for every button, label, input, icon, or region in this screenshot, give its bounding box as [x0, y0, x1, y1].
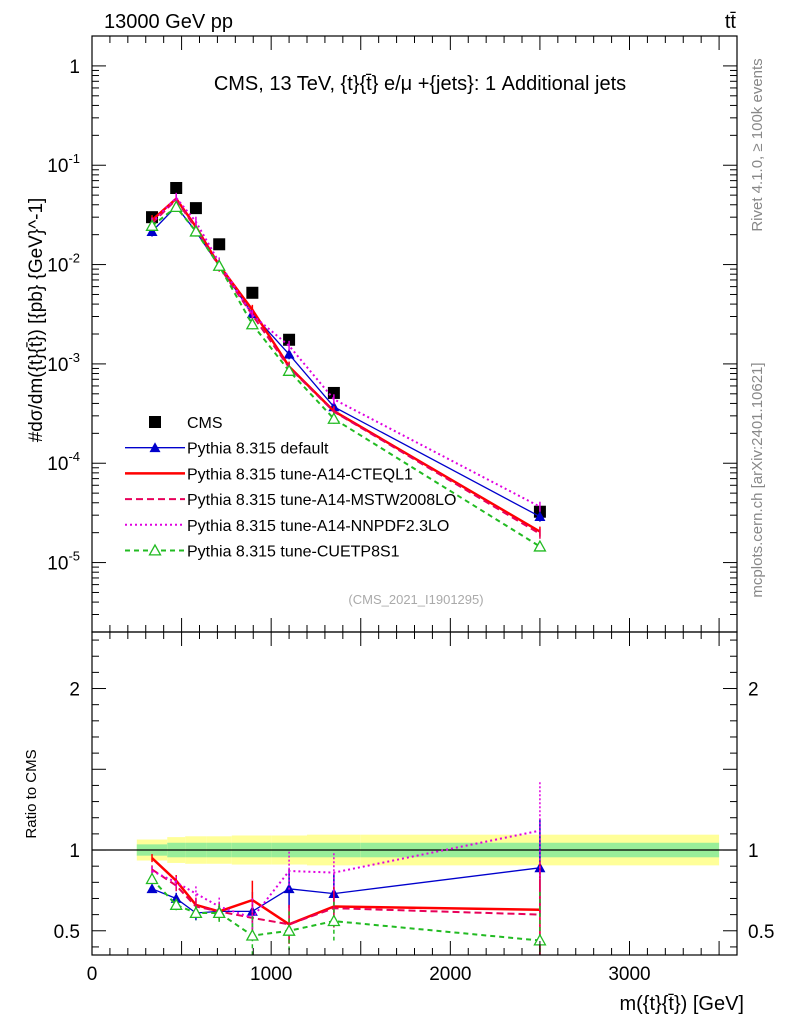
main-plot-panel: 1 10-1 10-2 10-3 10-4 10-5 CMS, 13 TeV, {t}{t… — [26, 35, 738, 633]
legend-cuetp8s1-marker — [148, 543, 162, 556]
ratio-cuetp8s1-marker — [145, 872, 159, 885]
process-label: tt̄ — [725, 11, 737, 33]
ratio-y-tick-label-right: 1 — [748, 841, 759, 862]
main-y-axis-label: #dσ/dm({t}{t̄}) [{pb} {GeV}^-1] — [26, 198, 47, 443]
default-marker — [283, 348, 295, 359]
default-marker — [146, 226, 158, 236]
x-axis: 0 1000 2000 3000 — [87, 632, 720, 985]
y-tick-label: 10-4 — [47, 449, 80, 475]
legend-label: Pythia 8.315 tune-CUETP8S1 — [187, 544, 400, 561]
ratio-cuetp8s1-marker — [245, 928, 259, 941]
y-tick-label: 10-1 — [47, 151, 80, 177]
ratio-default-marker — [170, 892, 182, 903]
ratio-cuetp8s1-marker — [282, 923, 296, 936]
ratio-y-tick-label: 2 — [69, 680, 80, 701]
ratio-y-tick-label: 1 — [69, 841, 80, 862]
ratio-a14_nnpdf-line — [151, 829, 541, 920]
ratio-plot-panel: 0.5 0.5 1 1 2 2 0 1000 2000 3000 Ratio to CMS m(… — [23, 631, 774, 1015]
cms-data-point — [283, 333, 296, 346]
ratio-cuetp8s1-marker — [189, 906, 203, 919]
a14_mstw-line — [151, 198, 541, 535]
cuetp8s1-marker — [145, 219, 159, 231]
legend-label: CMS — [187, 415, 223, 432]
ratio-cuetp8s1-marker — [327, 914, 341, 927]
cuetp8s1-marker — [189, 224, 203, 237]
rivet-version-text: Rivet 4.1.0, ≥ 100k events — [749, 58, 766, 231]
ratio-y-tick-label-right: 2 — [748, 680, 759, 701]
a14_nnpdf-line — [151, 196, 541, 508]
cms-data-point — [170, 181, 183, 194]
cuetp8s1-line — [151, 205, 541, 548]
ratio-cuetp8s1-marker — [169, 898, 183, 910]
legend: CMS Pythia 8.315 default Pythia 8.315 tune… — [125, 415, 456, 561]
legend-default-marker — [149, 442, 161, 453]
main-x-ticks — [91, 36, 720, 632]
y-tick-label: 10-2 — [47, 251, 80, 277]
cuetp8s1-marker — [282, 364, 296, 376]
plot-title: CMS, 13 TeV, {t}{t̄} e/μ +{jets}: 1 Addi… — [214, 73, 626, 95]
ratio-y-tick-label: 0.5 — [54, 922, 80, 943]
legend-label: Pythia 8.315 tune-A14-MSTW2008LO — [187, 492, 456, 509]
ratio-default-marker — [146, 883, 158, 894]
ratio-a14_mstw-line — [151, 868, 540, 926]
ratio-y-axis: 0.5 0.5 1 1 2 2 — [54, 639, 774, 948]
ratio-y-tick-label-right: 0.5 — [748, 922, 774, 943]
legend-cms-marker — [149, 416, 161, 428]
cms-data-point — [327, 386, 340, 399]
mcplots-reference-text: mcplots.cern.ch [arXiv:2401.10621] — [749, 362, 766, 597]
legend-label: Pythia 8.315 tune-A14-NNPDF2.3LO — [187, 518, 449, 535]
analysis-id: (CMS_2021_I1901295) — [348, 592, 483, 607]
x-tick-label: 0 — [87, 964, 98, 985]
main-y-axis: 1 10-1 10-2 10-3 10-4 10-5 — [47, 35, 737, 633]
ratio-plot-content — [92, 782, 737, 955]
ratio-y-axis-label: Ratio to CMS — [23, 749, 40, 838]
x-tick-label: 3000 — [608, 964, 650, 985]
ratio-cuetp8s1-marker — [212, 906, 226, 919]
x-tick-label: 1000 — [250, 964, 292, 985]
cuetp8s1-marker — [327, 411, 341, 424]
y-tick-label: 1 — [69, 57, 80, 78]
main-plot-content — [145, 181, 547, 552]
x-tick-label: 2000 — [429, 964, 471, 985]
ratio-a14_cteql1-line — [151, 857, 540, 926]
cms-data-point — [189, 202, 202, 215]
legend-label: Pythia 8.315 default — [187, 441, 329, 458]
cuetp8s1-marker — [169, 200, 183, 213]
x-axis-label: m({t}{t̄}) [GeV] — [619, 993, 744, 1015]
y-tick-label: 10-5 — [47, 549, 80, 575]
default-marker — [534, 511, 546, 522]
cuetp8s1-marker — [212, 259, 226, 271]
legend-label: Pythia 8.315 tune-A14-CTEQL1 — [187, 466, 413, 483]
energy-label: 13000 GeV pp — [104, 11, 233, 33]
cuetp8s1-marker — [533, 539, 547, 552]
cuetp8s1-marker — [245, 317, 259, 330]
y-tick-label: 10-3 — [47, 350, 80, 376]
cms-data-point — [213, 238, 226, 251]
cms-data-point — [246, 286, 259, 299]
